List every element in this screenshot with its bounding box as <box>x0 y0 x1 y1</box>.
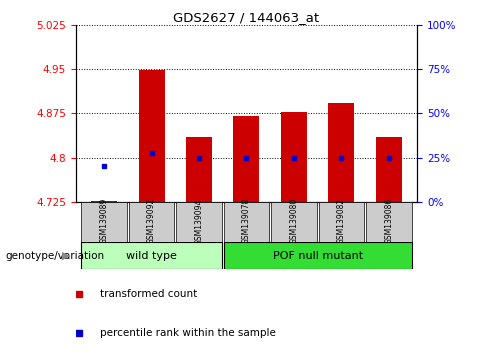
Text: GSM139092: GSM139092 <box>147 198 156 245</box>
Bar <box>281 112 307 202</box>
Text: POF null mutant: POF null mutant <box>272 251 363 261</box>
Bar <box>186 137 212 202</box>
Bar <box>376 137 402 202</box>
Bar <box>81 202 127 242</box>
Bar <box>91 201 117 202</box>
Title: GDS2627 / 144063_at: GDS2627 / 144063_at <box>173 11 320 24</box>
Bar <box>366 202 411 242</box>
Text: ▶: ▶ <box>62 251 71 261</box>
Text: GSM139078: GSM139078 <box>242 198 251 245</box>
Bar <box>233 116 260 202</box>
Bar <box>176 202 222 242</box>
Bar <box>224 202 269 242</box>
Text: GSM139089: GSM139089 <box>100 198 109 245</box>
Text: transformed count: transformed count <box>100 289 197 299</box>
Text: wild type: wild type <box>126 251 177 261</box>
Text: GSM139080: GSM139080 <box>289 198 298 245</box>
Bar <box>328 103 354 202</box>
Bar <box>81 242 222 269</box>
Bar <box>319 202 364 242</box>
Text: GSM139094: GSM139094 <box>195 198 203 245</box>
Text: percentile rank within the sample: percentile rank within the sample <box>100 328 275 338</box>
Text: genotype/variation: genotype/variation <box>5 251 104 261</box>
Bar <box>129 202 174 242</box>
Text: GSM139086: GSM139086 <box>384 198 393 245</box>
Text: GSM139082: GSM139082 <box>337 198 346 244</box>
Bar <box>139 70 164 202</box>
Bar <box>224 242 411 269</box>
Bar <box>271 202 317 242</box>
